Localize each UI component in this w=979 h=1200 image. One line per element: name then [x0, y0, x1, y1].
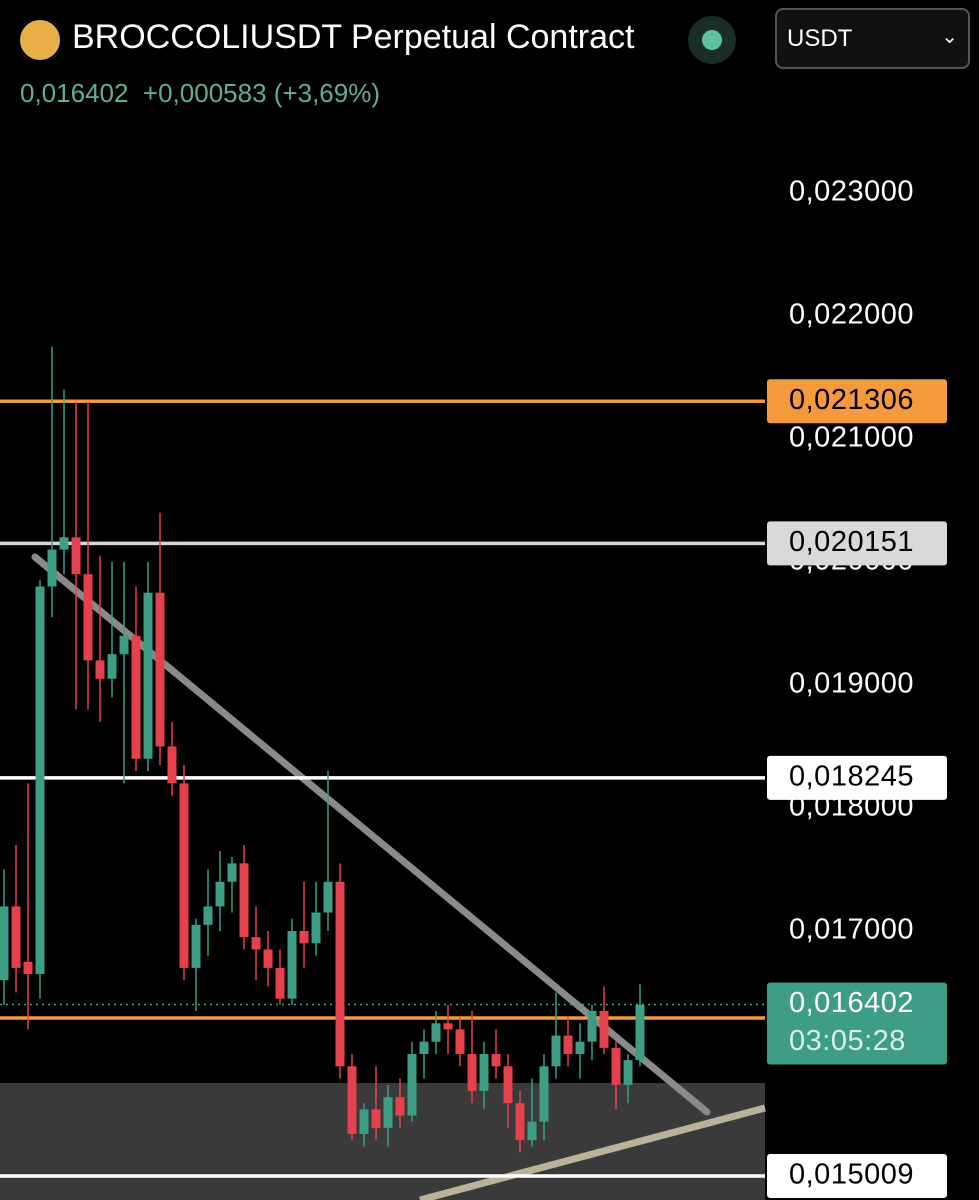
coin-icon: [20, 20, 60, 60]
y-tick-label: 0,021000: [789, 422, 914, 454]
candle-body: [71, 537, 81, 575]
candle-body: [251, 937, 261, 950]
candle-body: [527, 1121, 537, 1141]
candle-body: [0, 906, 9, 981]
candle-body: [191, 924, 201, 968]
candle-body: [539, 1066, 549, 1122]
currency-select[interactable]: USDT ⌄: [775, 8, 970, 69]
candle-body: [275, 967, 285, 999]
candle-body: [323, 881, 333, 913]
candle-body: [407, 1054, 417, 1116]
price-line-label: 0,015009: [789, 1159, 914, 1191]
candle-body: [371, 1109, 381, 1128]
candle-body: [83, 574, 93, 661]
candle-body: [599, 1010, 609, 1048]
y-tick-label: 0,017000: [789, 914, 914, 946]
candle-body: [347, 1066, 357, 1134]
candle-body: [431, 1023, 441, 1042]
candle-body: [587, 1010, 597, 1042]
candle-body: [179, 783, 189, 968]
y-tick-label: 0,019000: [789, 668, 914, 700]
candle-body: [167, 746, 177, 784]
candle-body: [335, 881, 345, 1067]
y-tick-label: 0,022000: [789, 299, 914, 331]
price: 0,016402: [20, 78, 129, 108]
candle-body: [131, 635, 141, 759]
price-line-label: 0,021306: [789, 384, 914, 416]
candle-body: [215, 881, 225, 907]
price-line-label: 0,018245: [789, 760, 914, 792]
candle-body: [467, 1054, 477, 1091]
candle-body: [455, 1029, 465, 1055]
change-pct: (+3,69%): [273, 78, 381, 108]
y-tick-label: 0,023000: [789, 175, 914, 207]
candle-body: [515, 1103, 525, 1141]
change: +0,000583: [142, 78, 267, 108]
candle-body: [11, 906, 21, 968]
candle-body: [311, 912, 321, 944]
price-line-label: 0,020151: [789, 526, 914, 558]
candle-body: [143, 592, 153, 759]
candle-body: [395, 1097, 405, 1116]
candle-body: [491, 1054, 501, 1067]
candle-body: [95, 660, 105, 679]
candle-body: [443, 1023, 453, 1030]
candle-body: [287, 930, 297, 999]
price-line-label-box: [767, 1153, 947, 1198]
candle-body: [107, 654, 117, 679]
price-line-label-box: [767, 755, 947, 800]
candle-body: [35, 586, 45, 975]
candle-body: [479, 1054, 489, 1091]
candle-body: [359, 1109, 369, 1134]
trend-line: [419, 1104, 766, 1200]
candle-body: [563, 1035, 573, 1055]
status: [688, 16, 736, 64]
candle-body: [611, 1047, 621, 1085]
candle-body: [575, 1041, 585, 1055]
price-row: 0,016402 +0,000583 (+3,69%): [20, 78, 380, 109]
candle-body: [383, 1097, 393, 1128]
candle-body: [263, 949, 273, 968]
countdown: 03:05:28: [789, 1025, 906, 1057]
last-price-label: 0,016402: [789, 987, 914, 1019]
candle-body: [623, 1060, 633, 1085]
candle-body: [239, 863, 249, 938]
candle-body: [203, 906, 213, 925]
candle-body: [635, 1004, 645, 1061]
currency: USDT: [787, 25, 853, 52]
chevron: ⌄: [941, 26, 958, 48]
candle-body: [419, 1041, 429, 1055]
title: BROCCOLIUSDT Perpetual Contract: [72, 18, 635, 56]
price-line-label-box: [767, 379, 947, 424]
candle-body: [119, 635, 129, 655]
candle-body: [551, 1035, 561, 1067]
candle-body: [503, 1066, 513, 1104]
candle-body: [47, 549, 57, 587]
price-line-label-box: [767, 521, 947, 566]
candle-body: [59, 537, 69, 550]
candle-body: [227, 863, 237, 882]
candle-body: [299, 930, 309, 944]
candle-body: [155, 592, 165, 747]
candle-body: [23, 961, 33, 975]
last-price-box: [767, 982, 947, 1065]
